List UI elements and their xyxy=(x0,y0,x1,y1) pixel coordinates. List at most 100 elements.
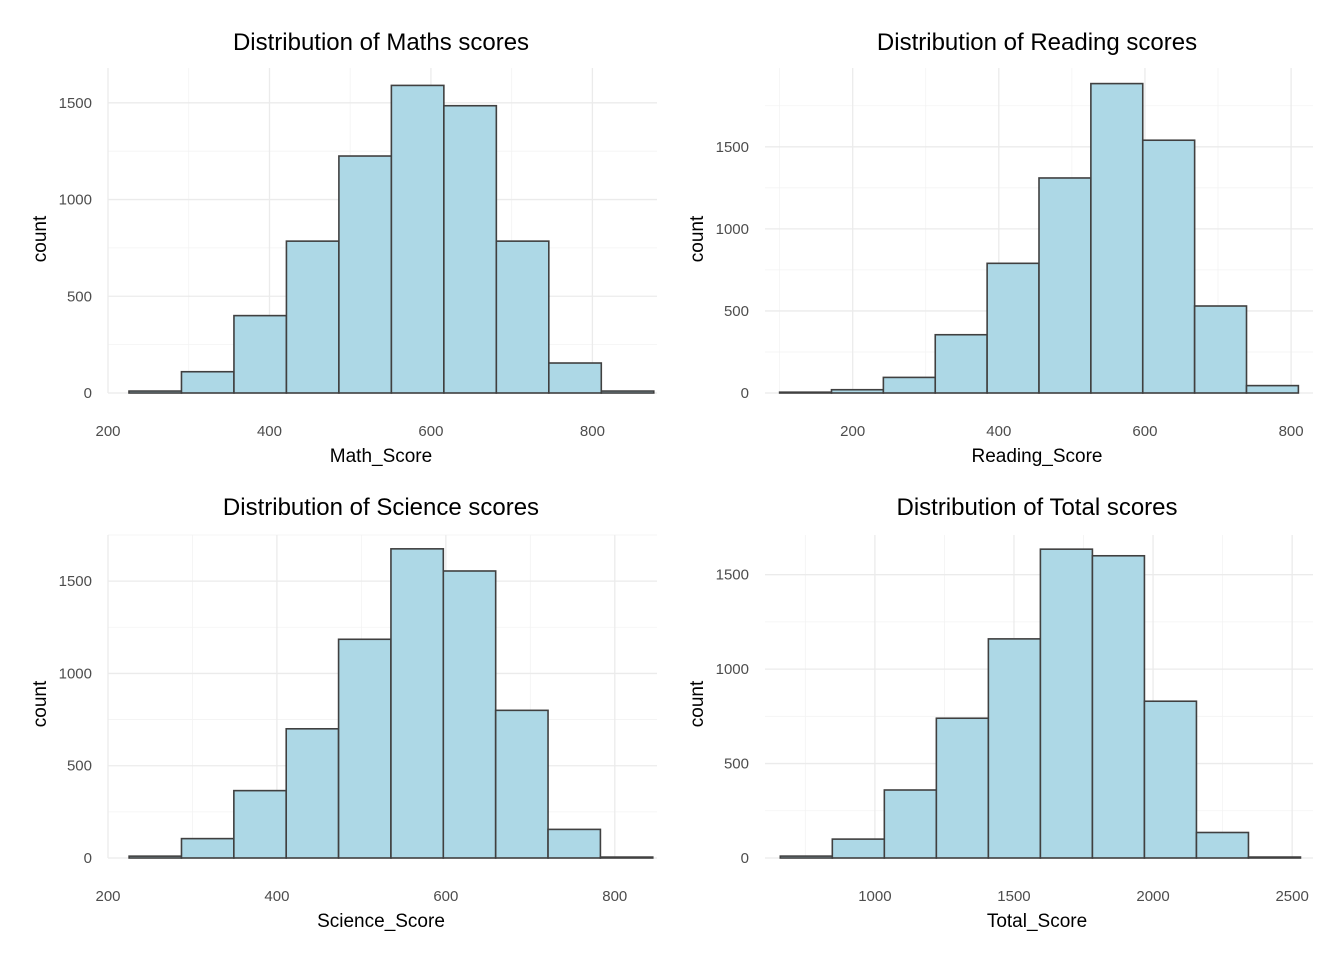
y-tick-label: 1500 xyxy=(59,95,92,112)
x-axis-title: Reading_Score xyxy=(972,446,1103,467)
y-tick-label: 500 xyxy=(724,303,749,320)
x-ticks: 200 400 600 800 xyxy=(840,423,1303,440)
x-tick-label: 800 xyxy=(602,888,627,905)
bars xyxy=(128,548,654,859)
x-ticks: 200 400 600 800 xyxy=(95,423,604,440)
histogram-bar xyxy=(883,789,938,859)
histogram-bar xyxy=(338,155,393,394)
y-ticks: 0 500 1000 1500 xyxy=(59,95,92,402)
x-tick-label: 2000 xyxy=(1136,888,1169,905)
x-axis-title: Math_Score xyxy=(330,446,432,467)
histogram-bar xyxy=(1195,831,1250,859)
histogram-bar xyxy=(1141,139,1196,394)
x-axis-title: Total_Score xyxy=(987,911,1087,932)
panel-maths-histogram: Distribution of Maths scores 0 500 1000 150… xyxy=(30,29,657,467)
histogram-bar xyxy=(128,855,183,859)
y-tick-label: 1500 xyxy=(716,567,749,584)
bars xyxy=(778,82,1300,394)
y-tick-label: 500 xyxy=(67,758,92,775)
histogram-bar xyxy=(779,855,834,859)
histogram-bar xyxy=(233,314,288,394)
panel-title: Distribution of Reading scores xyxy=(877,29,1197,56)
histogram-bar xyxy=(831,838,886,859)
histogram-bar xyxy=(1245,384,1300,394)
x-tick-label: 800 xyxy=(1279,423,1304,440)
x-tick-label: 200 xyxy=(95,888,120,905)
x-tick-label: 600 xyxy=(433,888,458,905)
histogram-bar xyxy=(882,376,937,394)
x-tick-label: 2500 xyxy=(1275,888,1308,905)
histogram-bar xyxy=(1247,856,1302,859)
histogram-bar xyxy=(285,727,340,859)
x-tick-label: 200 xyxy=(95,423,120,440)
panel-title: Distribution of Maths scores xyxy=(233,29,529,56)
y-ticks: 0 500 1000 1500 xyxy=(59,573,92,867)
panel-science-histogram: Distribution of Science scores 0 500 1000 1… xyxy=(30,494,657,932)
histogram-bar xyxy=(935,717,990,859)
y-axis-title: count xyxy=(687,215,708,262)
y-tick-label: 1000 xyxy=(59,192,92,209)
y-tick-label: 1000 xyxy=(59,665,92,682)
x-tick-label: 200 xyxy=(840,423,865,440)
x-tick-label: 1500 xyxy=(997,888,1030,905)
histogram-bar xyxy=(442,570,497,859)
y-ticks: 0 500 1000 1500 xyxy=(716,567,749,867)
y-tick-label: 0 xyxy=(741,850,749,867)
y-tick-label: 0 xyxy=(741,385,749,402)
y-tick-label: 1000 xyxy=(716,661,749,678)
y-tick-label: 1500 xyxy=(59,573,92,590)
histogram-bar xyxy=(180,370,235,394)
x-ticks: 200 400 600 800 xyxy=(95,888,627,905)
histogram-bar xyxy=(830,388,885,394)
y-tick-label: 0 xyxy=(84,850,92,867)
histogram-bar xyxy=(1038,177,1092,394)
x-ticks: 1000 1500 2000 2500 xyxy=(858,888,1309,905)
x-tick-label: 1000 xyxy=(858,888,891,905)
histogram-bar xyxy=(1090,82,1144,394)
x-tick-label: 400 xyxy=(257,423,282,440)
y-ticks: 0 500 1000 1500 xyxy=(716,139,749,402)
histogram-bar xyxy=(285,240,340,394)
histogram-bar xyxy=(600,390,655,394)
panel-reading-histogram: Distribution of Reading scores 0 500 1000 1… xyxy=(687,29,1313,467)
histogram-bar xyxy=(390,548,445,859)
bars xyxy=(779,548,1302,859)
histogram-bar xyxy=(986,262,1040,394)
x-tick-label: 600 xyxy=(418,423,443,440)
histogram-bar xyxy=(337,638,392,859)
histogram-bar xyxy=(548,362,603,394)
y-axis-title: count xyxy=(30,215,51,262)
histogram-bar xyxy=(128,390,183,394)
y-tick-label: 1500 xyxy=(716,139,749,156)
x-tick-label: 400 xyxy=(986,423,1011,440)
y-axis-title: count xyxy=(687,680,708,727)
panel-title: Distribution of Science scores xyxy=(223,494,539,521)
x-axis-title: Science_Score xyxy=(317,911,445,932)
y-tick-label: 500 xyxy=(67,288,92,305)
histogram-bar xyxy=(233,789,288,859)
histogram-bar xyxy=(1039,548,1094,859)
y-tick-label: 1000 xyxy=(716,221,749,238)
panel-total-histogram: Distribution of Total scores 0 500 1000 150… xyxy=(687,494,1313,932)
y-tick-label: 0 xyxy=(84,385,92,402)
bars xyxy=(128,84,655,394)
panel-title: Distribution of Total scores xyxy=(896,494,1177,521)
histogram-bar xyxy=(987,638,1042,859)
histogram-bar xyxy=(495,240,550,394)
histogram-bar xyxy=(778,391,833,394)
histogram-bar xyxy=(1143,700,1198,859)
y-axis-title: count xyxy=(30,680,51,727)
histogram-bar xyxy=(934,333,988,394)
y-tick-label: 500 xyxy=(724,756,749,773)
histogram-bar xyxy=(547,828,602,859)
histogram-bar xyxy=(390,84,445,394)
histogram-bar xyxy=(1193,305,1248,394)
x-tick-label: 600 xyxy=(1132,423,1157,440)
x-tick-label: 400 xyxy=(264,888,289,905)
histogram-bar xyxy=(599,856,654,859)
histogram-bar xyxy=(1091,554,1146,859)
histogram-bar xyxy=(180,837,235,859)
histogram-bar xyxy=(494,709,549,859)
x-tick-label: 800 xyxy=(580,423,605,440)
